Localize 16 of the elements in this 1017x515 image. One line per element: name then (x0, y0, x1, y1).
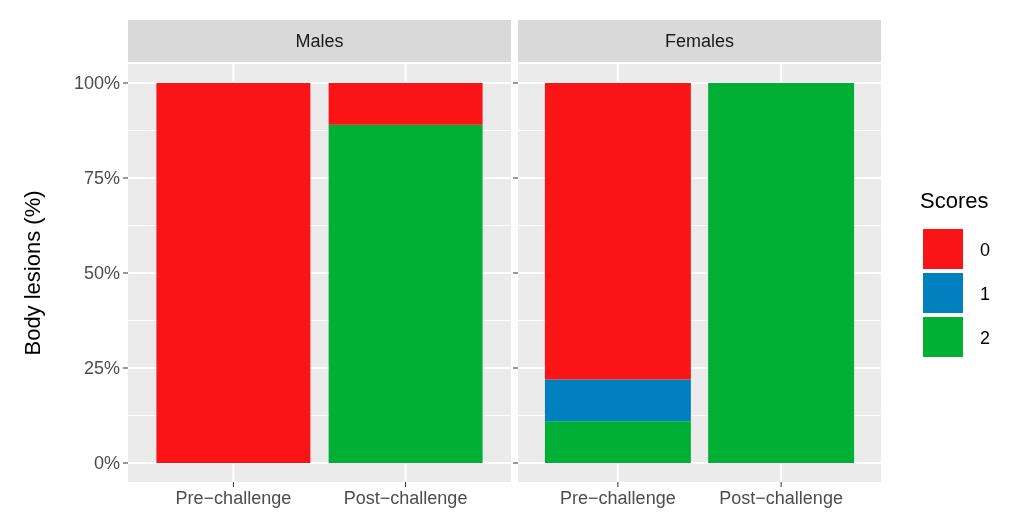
legend-label: 1 (980, 284, 991, 304)
chart-title: Females (664, 31, 735, 51)
y-tick-label: 0% (93, 453, 120, 473)
x-tick-label: Pre−challenge (175, 488, 292, 508)
y-tick-label: 100% (73, 73, 120, 93)
legend-label: 0 (980, 240, 991, 260)
x-tick-label: Post−challenge (343, 488, 468, 508)
x-tick-label: Pre−challenge (560, 488, 676, 508)
y-tick-label: 25% (83, 358, 120, 378)
legend-title: Scores (920, 188, 989, 213)
chart-title: Males (295, 31, 344, 51)
y-tick-label: 50% (83, 263, 120, 283)
y-tick-label: 75% (83, 168, 120, 188)
legend-label: 2 (980, 328, 991, 348)
x-tick-label: Post−challenge (719, 488, 843, 508)
y-axis-title: Body lesions (%) (20, 190, 45, 356)
